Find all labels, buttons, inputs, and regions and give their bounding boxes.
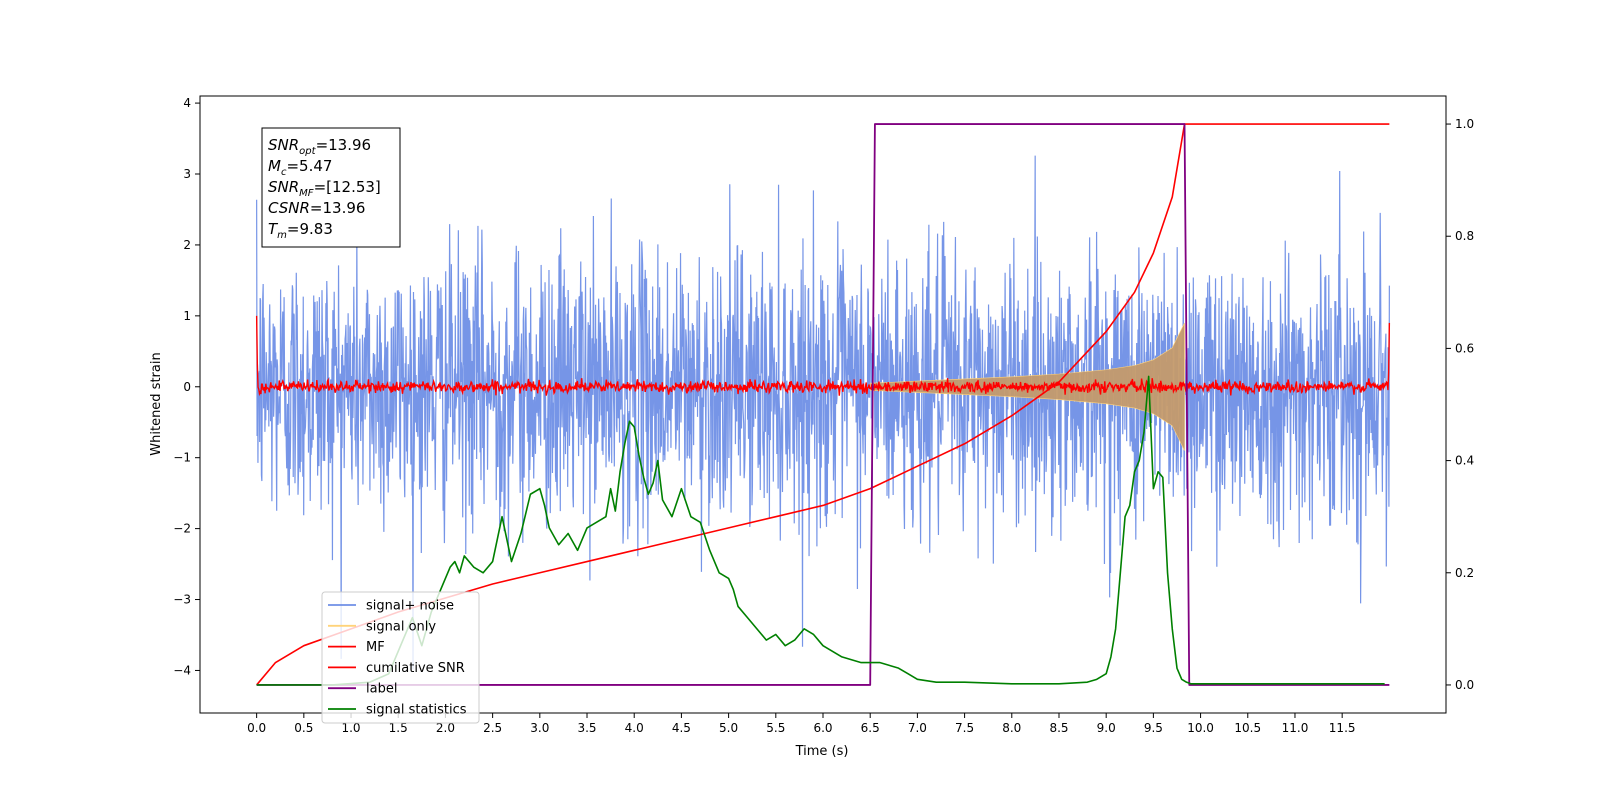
- y-tick-label: −3: [173, 593, 191, 607]
- y-tick-label: −4: [173, 663, 191, 677]
- y2-tick-label: 0.0: [1455, 678, 1474, 692]
- x-tick-label: 6.5: [861, 721, 880, 735]
- x-tick-label: 2.5: [483, 721, 502, 735]
- x-tick-label: 10.5: [1234, 721, 1261, 735]
- x-tick-label: 5.5: [766, 721, 785, 735]
- x-tick-label: 2.0: [436, 721, 455, 735]
- annotation-value: =13.96: [316, 136, 372, 154]
- annotation-subscript: opt: [299, 146, 316, 157]
- y-tick-label: 1: [183, 309, 191, 323]
- y-tick-label: 3: [183, 167, 191, 181]
- annotation-value: =13.96: [310, 199, 366, 217]
- x-tick-label: 9.0: [1097, 721, 1116, 735]
- snr-annotation-box: SNRopt=13.96Mc=5.47SNRMF=[12.53]CSNR=13.…: [261, 127, 401, 248]
- y-tick-label: −1: [173, 451, 191, 465]
- y2-tick-label: 1.0: [1455, 117, 1474, 131]
- y2-tick-label: 0.6: [1455, 341, 1474, 355]
- annotation-value: =[12.53]: [314, 178, 381, 196]
- annotation-symbol: SNR: [268, 136, 299, 154]
- x-tick-label: 8.5: [1049, 721, 1068, 735]
- annotation-symbol: M: [268, 157, 281, 175]
- annotation-subscript: m: [277, 230, 287, 241]
- x-tick-label: 1.5: [389, 721, 408, 735]
- x-tick-label: 3.0: [530, 721, 549, 735]
- annotation-line: CSNR=13.96: [268, 199, 365, 217]
- x-tick-label: 7.5: [955, 721, 974, 735]
- annotation-value: =5.47: [286, 157, 332, 175]
- x-tick-label: 1.0: [341, 721, 360, 735]
- x-tick-label: 4.0: [625, 721, 644, 735]
- x-tick-label: 3.5: [577, 721, 596, 735]
- y-tick-label: 4: [183, 96, 191, 110]
- legend-label: label: [366, 682, 397, 697]
- x-tick-label: 10.0: [1187, 721, 1214, 735]
- x-tick-label: 4.5: [672, 721, 691, 735]
- x-tick-label: 0.5: [294, 721, 313, 735]
- x-tick-label: 0.0: [247, 721, 266, 735]
- x-tick-label: 7.0: [908, 721, 927, 735]
- y-axis-label: Whitened strain: [149, 352, 164, 455]
- annotation-value: =9.83: [287, 220, 333, 238]
- y-axis-left: 4 3 2 1 0 −1 −2 −3 −4: [173, 96, 200, 677]
- legend-label: signal only: [366, 619, 436, 634]
- annotation-line: SNRMF=[12.53]: [268, 178, 381, 199]
- legend-frame: [321, 591, 480, 724]
- y2-tick-label: 0.8: [1455, 229, 1474, 243]
- annotation-line: Tm=9.83: [268, 220, 333, 241]
- y-axis-right: 1.0 0.8 0.6 0.4 0.2 0.0: [1446, 117, 1474, 692]
- x-tick-label: 9.5: [1144, 721, 1163, 735]
- annotation-symbol: CSNR: [268, 199, 310, 217]
- legend-label: cumilative SNR: [366, 661, 465, 676]
- x-tick-label: 8.0: [1002, 721, 1021, 735]
- y-tick-label: −2: [173, 522, 191, 536]
- series-signal-statistics-line: [256, 375, 1385, 686]
- annotation-symbol: T: [268, 220, 279, 238]
- series-label-line: [256, 123, 1390, 686]
- annotation-subscript: c: [281, 167, 287, 178]
- annotation-subscript: MF: [299, 188, 314, 199]
- y2-tick-label: 0.4: [1455, 454, 1474, 468]
- y2-tick-label: 0.2: [1455, 566, 1474, 580]
- series-mf-line: [255, 315, 1391, 397]
- series-signal-noise-line: [256, 155, 1390, 670]
- x-axis-label: Time (s): [795, 744, 849, 759]
- x-tick-label: 11.0: [1282, 721, 1309, 735]
- legend: signal+ noise signal only MF cumilative SNR…: [321, 591, 480, 724]
- x-axis: 0.0 0.5 1.0 1.5 2.0 2.5 3.0 3.5 4.0 4.5 5.0 5.5 6.0 6…: [247, 713, 1356, 735]
- legend-label: signal+ noise: [366, 599, 454, 614]
- annotation-line: Mc=5.47: [268, 157, 332, 178]
- x-tick-label: 11.5: [1329, 721, 1356, 735]
- annotation-frame: [261, 127, 401, 248]
- y-tick-label: 2: [183, 238, 191, 252]
- annotation-symbol: SNR: [268, 178, 299, 196]
- x-tick-label: 5.0: [719, 721, 738, 735]
- x-tick-label: 6.0: [813, 721, 832, 735]
- legend-label: signal statistics: [366, 703, 467, 718]
- y-tick-label: 0: [183, 380, 191, 394]
- legend-label: MF: [366, 640, 385, 655]
- annotation-line: SNRopt=13.96: [268, 136, 371, 157]
